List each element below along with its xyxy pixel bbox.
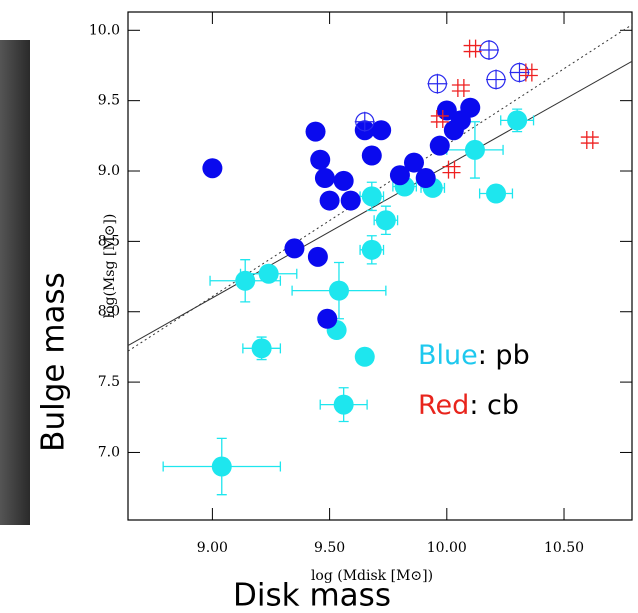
point — [427, 73, 448, 94]
point — [258, 263, 279, 284]
x-tick-label: 9.50 — [314, 540, 345, 556]
point — [375, 210, 396, 231]
point — [314, 168, 335, 189]
point — [580, 131, 599, 150]
point — [328, 280, 349, 301]
point — [361, 186, 382, 207]
point — [429, 135, 450, 156]
point — [389, 165, 410, 186]
x-tick-label: 10.00 — [427, 540, 467, 556]
y-tick-label: 7.5 — [98, 374, 120, 390]
point — [442, 160, 461, 179]
point — [340, 190, 361, 211]
annotation-part: Red — [418, 390, 469, 421]
point — [202, 158, 223, 179]
x-tick-label: 9.00 — [197, 540, 228, 556]
fit-line — [127, 24, 633, 352]
plot-frame — [127, 11, 633, 521]
point — [361, 239, 382, 260]
point — [486, 69, 507, 90]
annotation-part: : pb — [478, 340, 530, 371]
point — [307, 246, 328, 267]
background-panel — [0, 40, 30, 525]
big-y-label: Bulge mass — [36, 272, 72, 452]
point — [460, 97, 481, 118]
y-tick-label: 8.0 — [98, 304, 120, 320]
y-tick-label: 9.0 — [98, 163, 120, 179]
point — [403, 152, 424, 173]
point — [317, 308, 338, 329]
point — [211, 456, 232, 477]
annotation-part: Blue — [418, 340, 478, 371]
point — [284, 238, 305, 259]
point — [354, 111, 375, 132]
y-tick-label: 9.5 — [98, 93, 120, 109]
point — [251, 338, 272, 359]
x-axis-label: log (Mdisk [M⊙]) — [311, 568, 433, 584]
point — [415, 168, 436, 189]
y-tick-label: 7.0 — [98, 444, 120, 460]
y-axis-label: log(Msg [M⊙]) — [102, 214, 118, 319]
fit-line — [127, 60, 633, 346]
point — [486, 183, 507, 204]
point — [333, 170, 354, 191]
point — [354, 346, 375, 367]
point — [371, 120, 392, 141]
point — [519, 63, 538, 82]
annotation-part: : cb — [469, 390, 519, 421]
point — [507, 110, 528, 131]
point — [310, 149, 331, 170]
y-tick-label: 8.5 — [98, 233, 120, 249]
point — [451, 78, 470, 97]
annotation: Blue: pb — [418, 340, 530, 371]
point — [463, 39, 482, 58]
point — [430, 109, 449, 128]
point — [361, 145, 382, 166]
y-tick-label: 10.0 — [89, 22, 120, 38]
point — [319, 190, 340, 211]
point — [305, 121, 326, 142]
annotation: Red: cb — [418, 390, 519, 421]
point — [479, 39, 500, 60]
x-tick-label: 10.50 — [544, 540, 584, 556]
point — [464, 139, 485, 160]
big-x-label: Disk mass — [233, 578, 391, 613]
point — [333, 394, 354, 415]
